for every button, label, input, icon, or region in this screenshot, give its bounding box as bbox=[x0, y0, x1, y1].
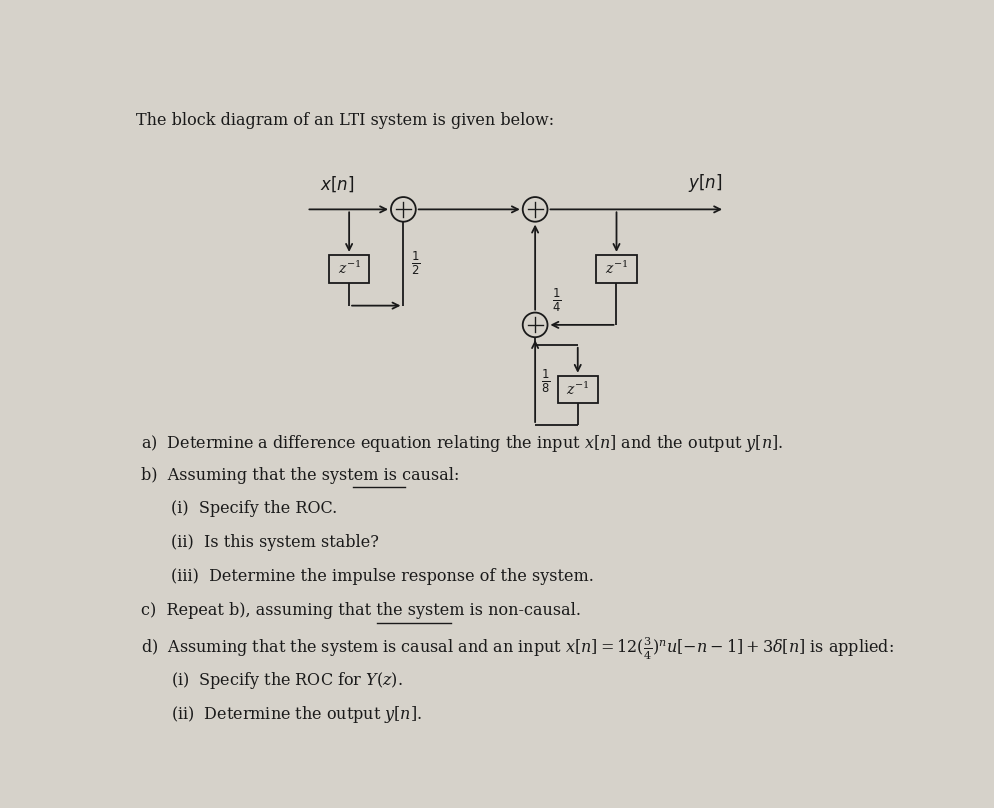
Text: (ii)  Determine the output $y[n]$.: (ii) Determine the output $y[n]$. bbox=[171, 704, 421, 725]
Text: $x[n]$: $x[n]$ bbox=[320, 175, 354, 194]
Text: $\frac{1}{2}$: $\frac{1}{2}$ bbox=[411, 250, 420, 277]
Text: $z^{-1}$: $z^{-1}$ bbox=[566, 381, 588, 398]
Text: (i)  Specify the ROC for $Y(z)$.: (i) Specify the ROC for $Y(z)$. bbox=[171, 670, 403, 691]
Text: $\frac{1}{8}$: $\frac{1}{8}$ bbox=[541, 368, 550, 395]
Bar bbox=[329, 255, 369, 283]
Bar bbox=[557, 376, 597, 403]
Text: a)  Determine a difference equation relating the input $x[n]$ and the output $y[: a) Determine a difference equation relat… bbox=[141, 432, 783, 453]
Bar bbox=[595, 255, 636, 283]
Text: d)  Assuming that the system is causal and an input $x[n] = 12(\frac{3}{4})^n u[: d) Assuming that the system is causal an… bbox=[141, 636, 894, 663]
Text: (iii)  Determine the impulse response of the system.: (iii) Determine the impulse response of … bbox=[171, 568, 593, 585]
Text: $\frac{1}{4}$: $\frac{1}{4}$ bbox=[552, 286, 561, 314]
Text: c)  Repeat b), assuming that the system is non-causal.: c) Repeat b), assuming that the system i… bbox=[141, 602, 580, 619]
Text: $z^{-1}$: $z^{-1}$ bbox=[337, 260, 361, 277]
Text: $y[n]$: $y[n]$ bbox=[688, 172, 722, 194]
Text: $z^{-1}$: $z^{-1}$ bbox=[604, 260, 627, 277]
Text: (i)  Specify the ROC.: (i) Specify the ROC. bbox=[171, 500, 337, 517]
Text: b)  Assuming that the system is causal:: b) Assuming that the system is causal: bbox=[141, 466, 459, 483]
Text: The block diagram of an LTI system is given below:: The block diagram of an LTI system is gi… bbox=[136, 112, 554, 129]
Text: (ii)  Is this system stable?: (ii) Is this system stable? bbox=[171, 534, 379, 551]
